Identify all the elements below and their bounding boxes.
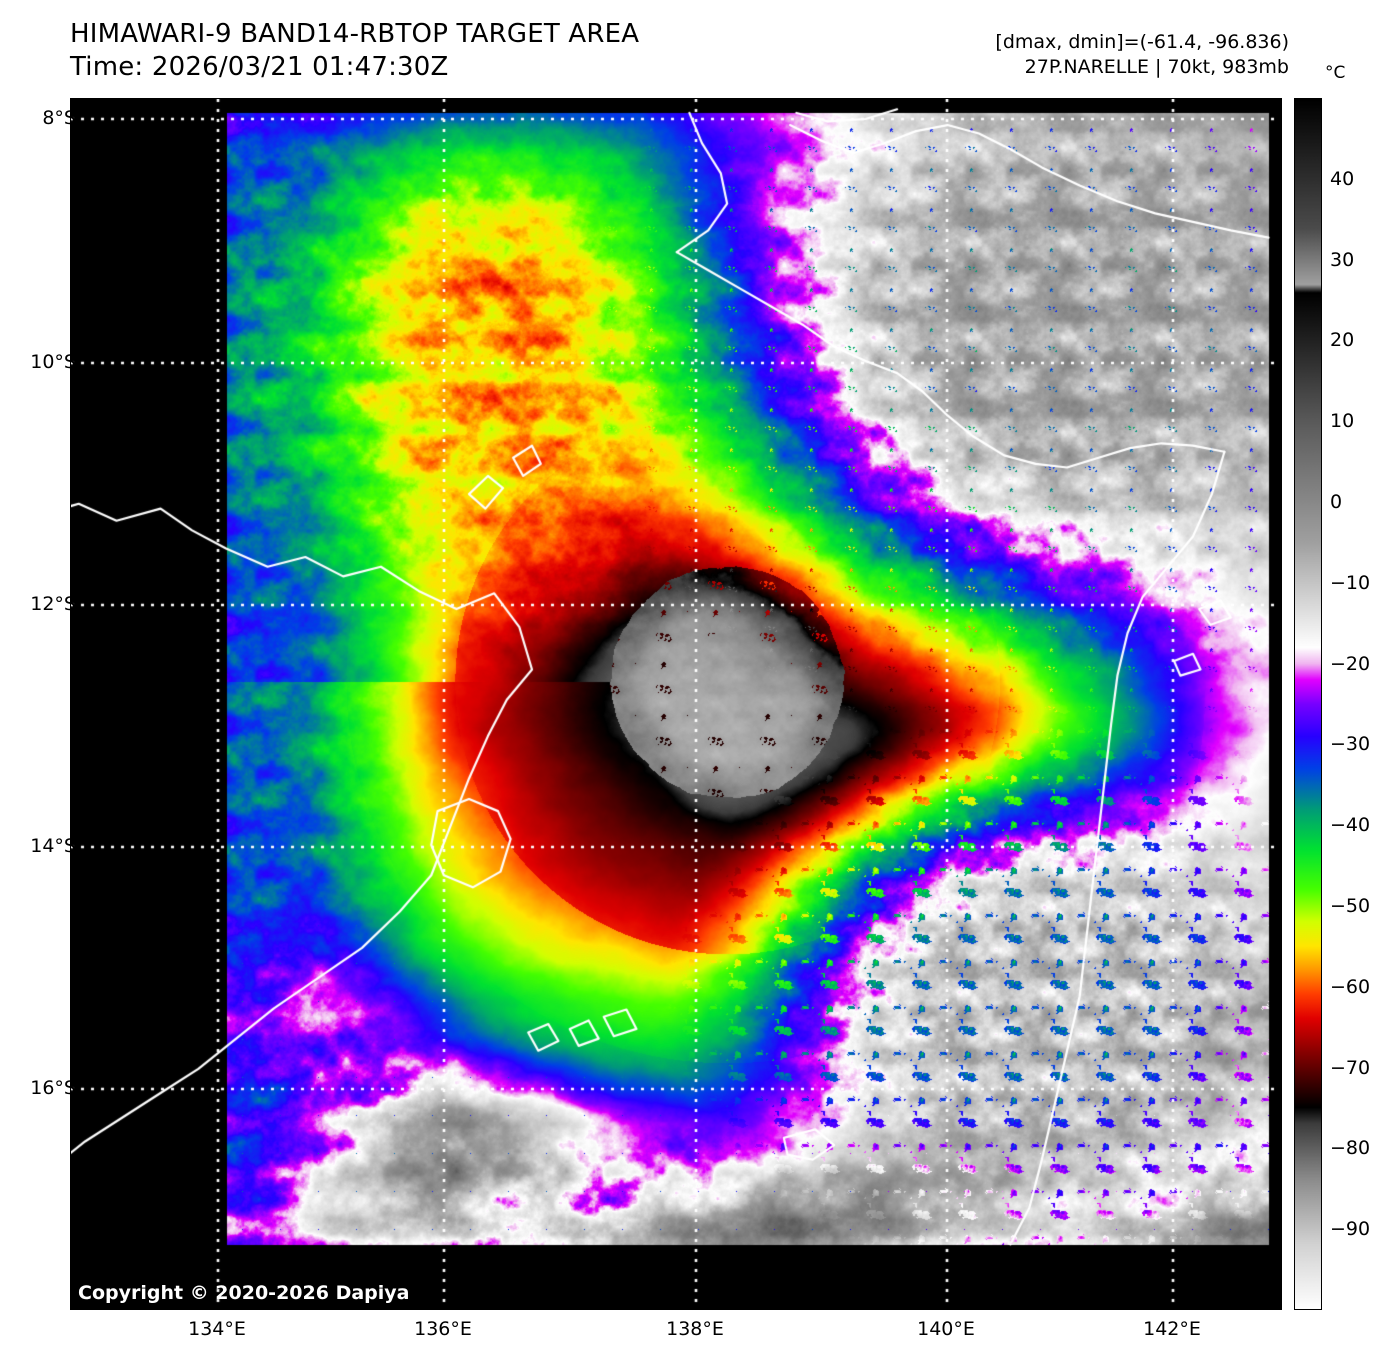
colorbar — [1294, 98, 1322, 1310]
lat-tick-2: 12°S — [30, 593, 76, 615]
storm-info-label: 27P.NARELLE | 70kt, 983mb — [1024, 55, 1289, 78]
colorbar-unit-label: °C — [1325, 63, 1346, 83]
title-block: HIMAWARI-9 BAND14-RBTOP TARGET AREA Time… — [70, 18, 639, 85]
lon-tick-2: 138°E — [666, 1318, 724, 1340]
colorbar-gradient — [1295, 99, 1321, 1309]
colorbar-tick-2: 20 — [1330, 329, 1355, 352]
colorbar-tick-6: −20 — [1330, 652, 1371, 675]
lon-tick-1: 136°E — [414, 1318, 472, 1340]
colorbar-tick-8: −40 — [1330, 814, 1371, 837]
colorbar-tick-13: −90 — [1330, 1218, 1371, 1241]
colorbar-tick-0: 40 — [1330, 167, 1355, 190]
colorbar-tick-3: 10 — [1330, 410, 1355, 433]
gridline-coastline-overlay — [71, 99, 1281, 1309]
colorbar-tick-4: 0 — [1330, 491, 1343, 513]
colorbar-tick-9: −50 — [1330, 895, 1371, 917]
lat-tick-3: 14°S — [30, 835, 76, 857]
lon-tick-4: 142°E — [1143, 1318, 1201, 1340]
page-title: HIMAWARI-9 BAND14-RBTOP TARGET AREA — [70, 19, 640, 49]
lat-tick-4: 16°S — [30, 1077, 76, 1099]
lat-tick-1: 10°S — [30, 351, 76, 373]
timestamp-label: Time: 2026/03/21 01:47:30Z — [70, 52, 449, 83]
colorbar-tick-5: −10 — [1330, 571, 1371, 594]
metadata-block: [dmax, dmin]=(-61.4, -96.836) 27P.NARELL… — [995, 30, 1289, 79]
copyright-notice: Copyright © 2020-2026 Dapiya — [78, 1282, 410, 1304]
colorbar-tick-10: −60 — [1330, 975, 1371, 998]
lon-tick-0: 134°E — [188, 1318, 246, 1340]
satellite-image-panel — [70, 98, 1282, 1310]
dmax-dmin-label: [dmax, dmin]=(-61.4, -96.836) — [995, 31, 1289, 53]
lat-tick-0: 8°S — [42, 107, 76, 129]
colorbar-tick-1: 30 — [1330, 248, 1355, 271]
colorbar-tick-11: −70 — [1330, 1056, 1371, 1079]
colorbar-tick-7: −30 — [1330, 733, 1371, 756]
colorbar-tick-12: −80 — [1330, 1137, 1371, 1160]
lon-tick-3: 140°E — [917, 1318, 975, 1340]
